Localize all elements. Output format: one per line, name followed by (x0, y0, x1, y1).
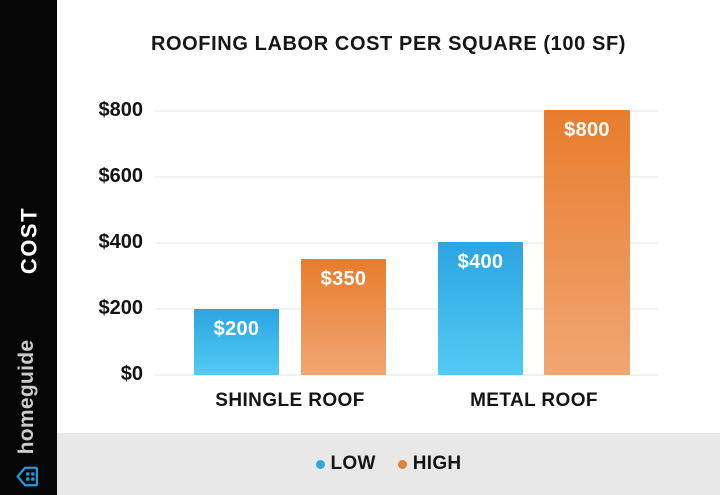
homeguide-wordmark: homeguide (15, 339, 38, 455)
plot-area: $800 $600 $400 $200 $0 $200 $350 $400 $8… (99, 99, 658, 411)
bar-metal-low: $400 (438, 242, 523, 375)
bar-value-label: $400 (457, 251, 504, 273)
gridline (155, 308, 658, 310)
legend-label: HIGH (412, 453, 462, 474)
y-axis-tick: $0 (120, 363, 143, 385)
gridline (155, 242, 658, 244)
homeguide-logo: homeguide (5, 340, 49, 490)
legend-dot-high-icon (397, 459, 407, 469)
legend-dot-low-icon (315, 459, 325, 469)
gridline (155, 374, 658, 376)
y-axis-tick: $600 (98, 165, 144, 187)
legend-label: LOW (330, 453, 376, 474)
sidebar: COST homeguide (0, 0, 57, 495)
legend-item-low: LOW (315, 453, 376, 475)
homeguide-house-icon (15, 466, 38, 487)
gridline (155, 176, 658, 178)
legend-item-high: HIGH (397, 453, 462, 475)
sidebar-vertical-label: COST (16, 206, 41, 275)
y-axis-tick: $800 (98, 99, 144, 121)
bar-value-label: $200 (213, 318, 260, 340)
gridline (155, 110, 658, 112)
bar-shingle-high: $350 (301, 259, 386, 375)
bar-value-label: $350 (320, 268, 367, 290)
bar-shingle-low: $200 (194, 309, 279, 375)
chart-title: ROOFING LABOR COST PER SQUARE (100 SF) (150, 33, 627, 55)
y-axis-tick: $400 (98, 231, 144, 253)
y-axis-tick: $200 (98, 297, 144, 319)
bar-metal-high: $800 (544, 110, 630, 375)
legend: LOW HIGH (57, 433, 720, 495)
bar-value-label: $800 (564, 119, 610, 141)
x-category-label: SHINGLE ROOF (215, 390, 365, 411)
x-category-label: METAL ROOF (470, 390, 598, 411)
